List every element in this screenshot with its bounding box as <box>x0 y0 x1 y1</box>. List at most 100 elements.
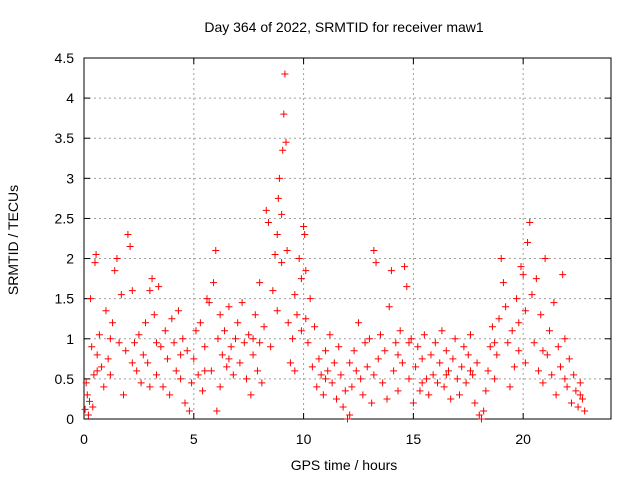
data-point <box>394 387 402 395</box>
data-point <box>196 319 204 327</box>
data-point <box>113 255 121 263</box>
data-point <box>301 230 309 238</box>
chart-title: Day 364 of 2022, SRMTID for receiver maw… <box>204 19 484 35</box>
y-tick-label: 0.5 <box>55 371 75 387</box>
data-point <box>434 379 442 387</box>
data-point <box>95 331 103 339</box>
data-point <box>155 283 163 291</box>
data-point <box>488 323 496 331</box>
data-point <box>365 335 373 343</box>
data-point <box>282 138 290 146</box>
data-point <box>517 263 525 271</box>
data-point <box>442 371 450 379</box>
data-point <box>515 347 523 355</box>
data-point <box>473 359 481 367</box>
data-point <box>543 351 551 359</box>
data-point <box>302 315 310 323</box>
data-point <box>256 279 264 287</box>
data-point <box>370 247 378 255</box>
data-point <box>354 319 362 327</box>
data-point <box>183 347 191 355</box>
data-point <box>322 375 330 383</box>
data-point <box>335 343 343 351</box>
data-point <box>150 311 158 319</box>
data-point <box>530 339 538 347</box>
y-tick-label: 0 <box>66 411 74 427</box>
data-point <box>315 355 323 363</box>
data-point <box>416 387 424 395</box>
data-point <box>339 403 347 411</box>
data-point <box>306 295 314 303</box>
data-point <box>205 299 213 307</box>
data-point <box>190 355 198 363</box>
data-point <box>93 367 101 375</box>
data-point <box>383 395 391 403</box>
data-point <box>83 391 91 399</box>
data-point <box>247 391 255 399</box>
data-point <box>565 355 573 363</box>
data-point <box>308 363 316 371</box>
data-point <box>92 251 100 259</box>
data-point <box>455 391 463 399</box>
data-point <box>249 335 257 343</box>
data-point <box>394 351 402 359</box>
data-point <box>429 371 437 379</box>
data-point <box>357 375 365 383</box>
data-point <box>229 371 237 379</box>
x-tick-label: 20 <box>515 431 531 447</box>
data-point <box>447 395 455 403</box>
data-point <box>482 387 490 395</box>
data-point <box>396 327 404 335</box>
data-point <box>405 339 413 347</box>
data-point <box>469 371 477 379</box>
data-point <box>168 315 176 323</box>
x-axis-ticks: 0 5 10 15 20 <box>80 58 531 447</box>
data-point <box>87 295 95 303</box>
data-point <box>163 355 171 363</box>
data-point <box>212 247 220 255</box>
data-point <box>486 343 494 351</box>
data-point <box>194 371 202 379</box>
data-point <box>181 399 189 407</box>
y-tick-label: 3.5 <box>55 130 75 146</box>
data-point <box>172 367 180 375</box>
data-point <box>392 339 400 347</box>
x-tick-label: 10 <box>296 431 312 447</box>
data-point <box>302 267 310 275</box>
data-point <box>445 367 453 375</box>
data-point <box>128 359 136 367</box>
data-point <box>84 411 92 419</box>
data-point <box>304 339 312 347</box>
data-point <box>128 287 136 295</box>
data-point <box>289 335 297 343</box>
data-point <box>115 339 123 347</box>
data-point <box>495 315 503 323</box>
data-point <box>440 383 448 391</box>
data-point <box>179 335 187 343</box>
data-point <box>374 355 382 363</box>
data-point <box>144 359 152 367</box>
data-point <box>280 110 288 118</box>
data-point <box>273 307 281 315</box>
y-tick-label: 3 <box>66 170 74 186</box>
data-point <box>81 405 89 413</box>
data-point <box>480 407 488 415</box>
data-point <box>491 339 499 347</box>
data-point <box>201 367 209 375</box>
data-point <box>238 299 246 307</box>
data-point <box>274 194 282 202</box>
y-tick-label: 2.5 <box>55 210 75 226</box>
data-point <box>104 355 112 363</box>
data-point <box>401 263 409 271</box>
data-point <box>570 371 578 379</box>
data-point <box>267 343 275 351</box>
data-point <box>346 359 354 367</box>
data-point <box>225 303 233 311</box>
grid-lines <box>84 58 611 419</box>
data-point <box>139 351 147 359</box>
data-point <box>464 351 472 359</box>
data-point <box>513 295 521 303</box>
data-point <box>372 259 380 267</box>
data-point <box>159 383 167 391</box>
